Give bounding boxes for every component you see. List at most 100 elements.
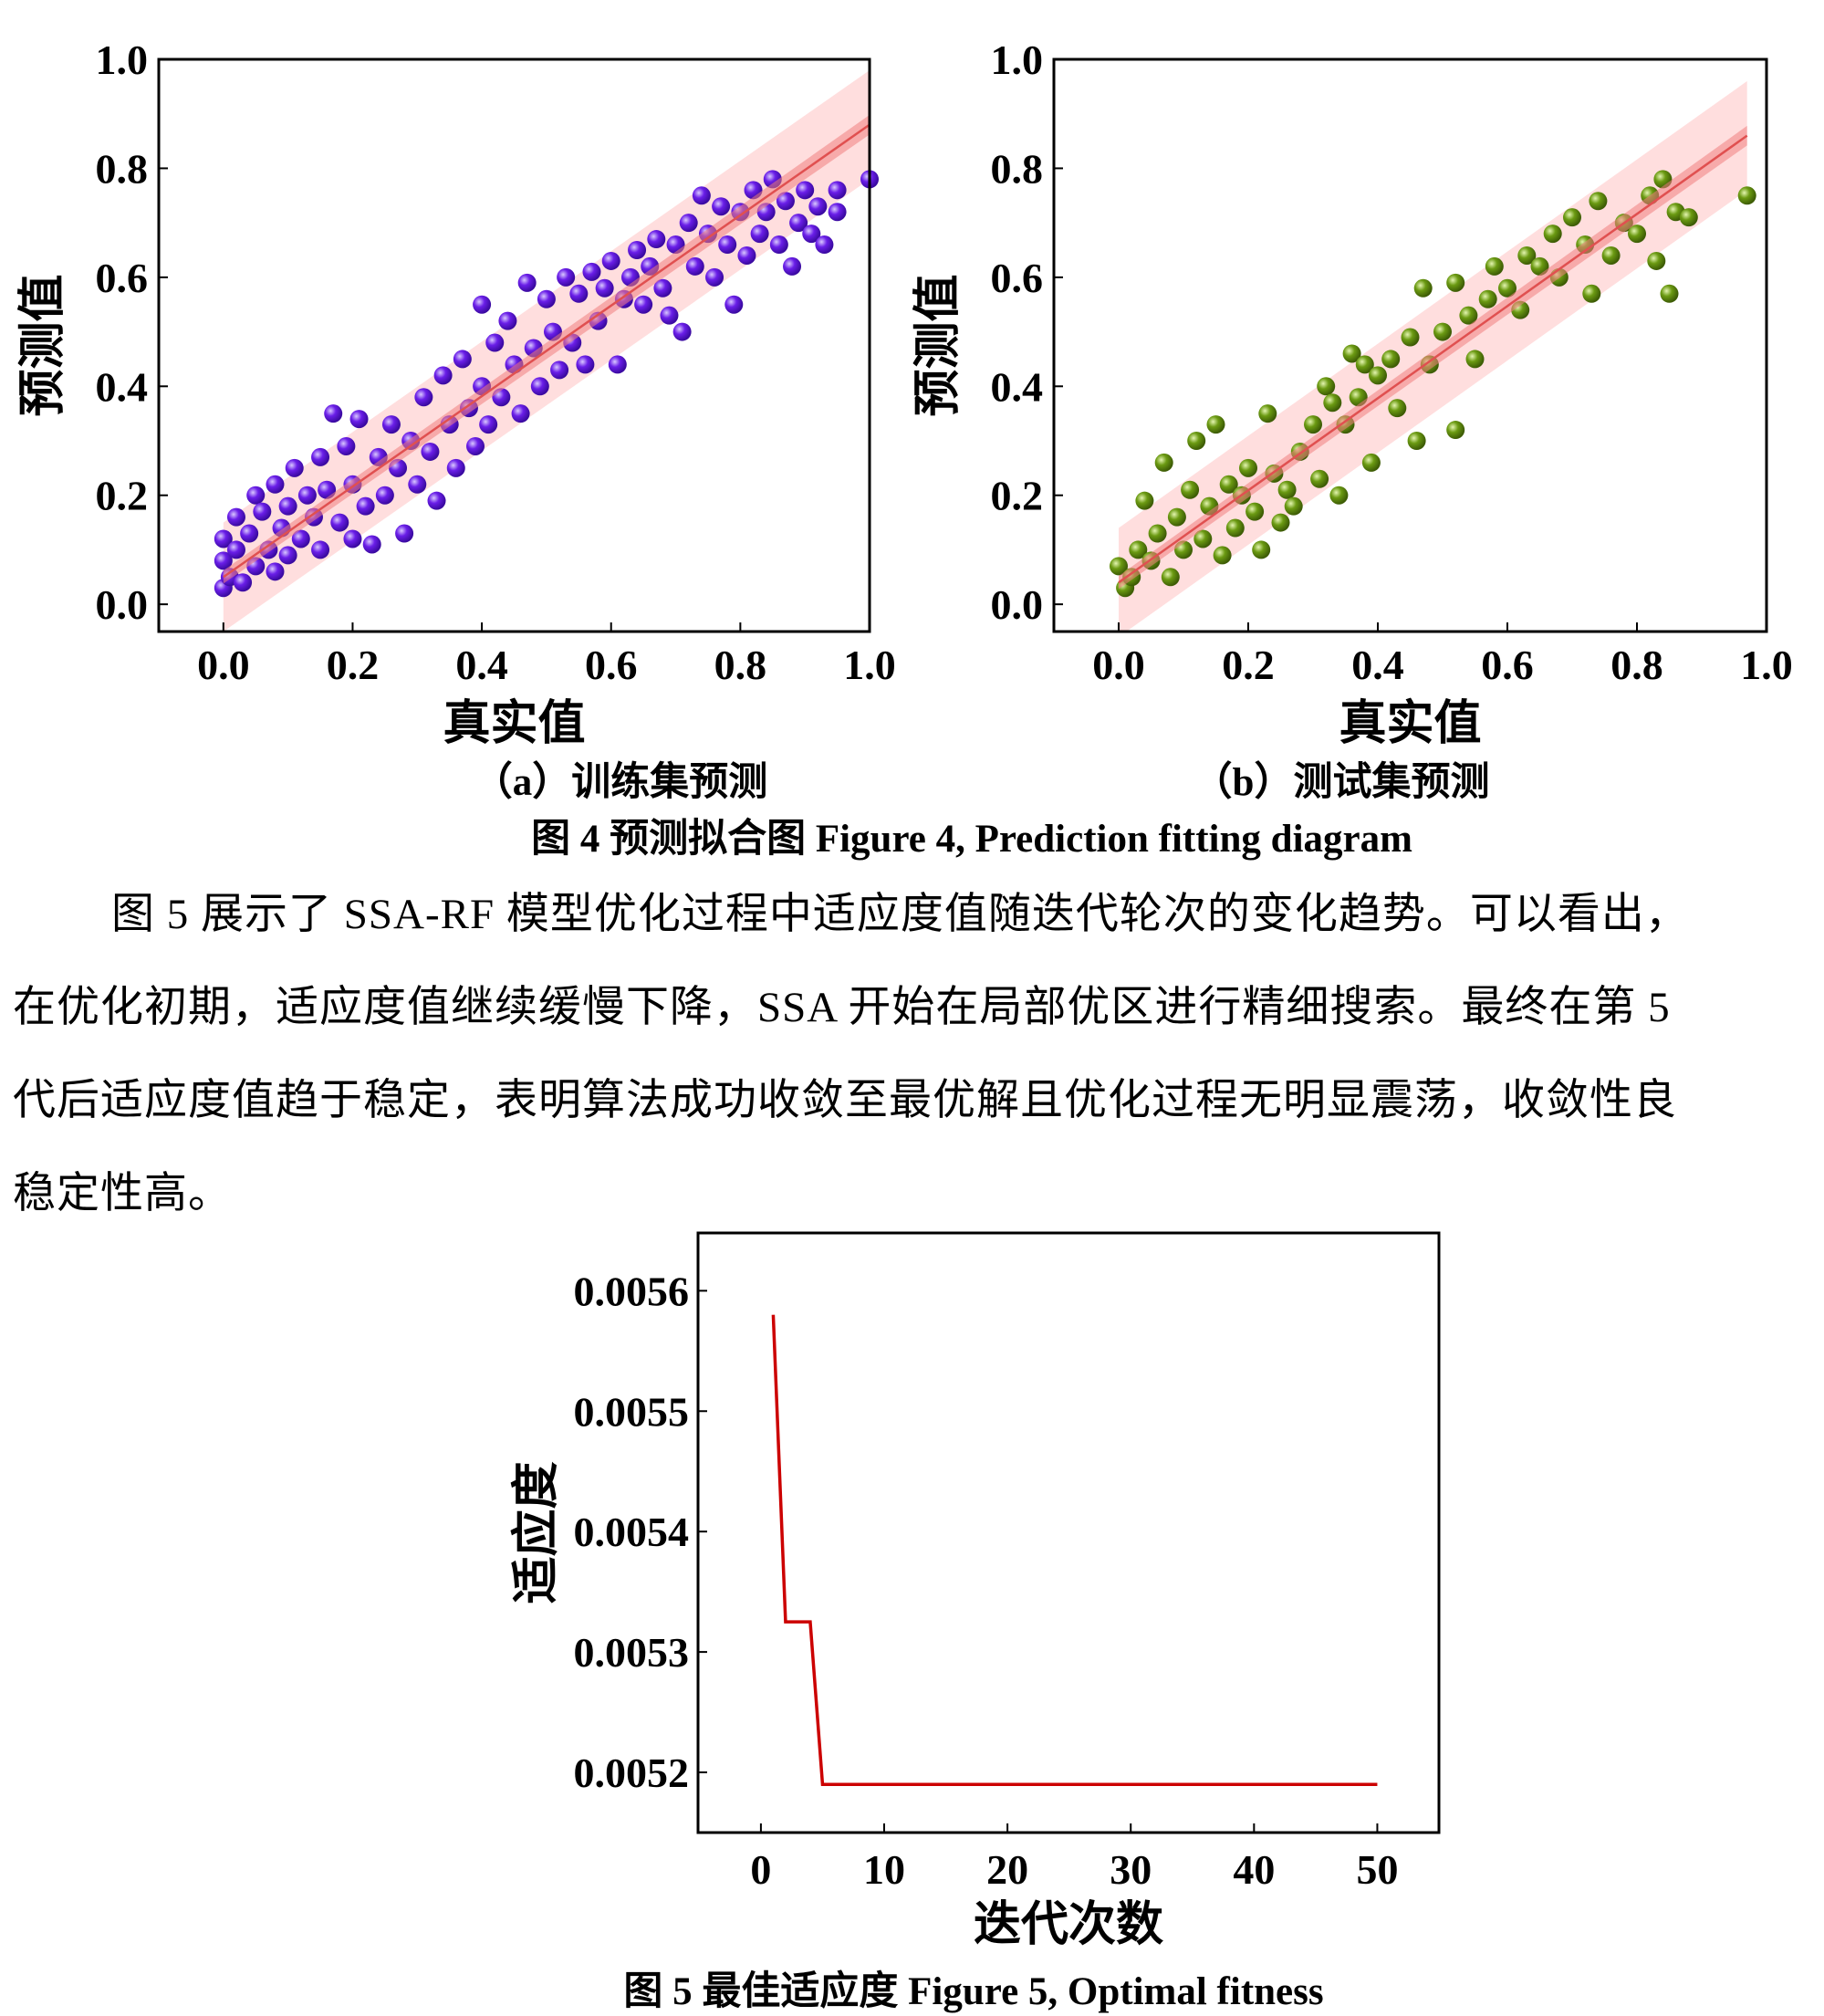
data-point: [427, 491, 446, 510]
data-point: [253, 502, 272, 521]
data-point: [1478, 289, 1497, 308]
data-point: [1465, 350, 1485, 369]
data-point: [1213, 546, 1232, 565]
figure5-caption: 图 5 最佳适应度 Figure 5, Optimal fitness: [623, 1970, 1324, 2013]
data-point: [705, 267, 724, 287]
y-axis-label: 预测值: [911, 274, 965, 416]
data-point: [679, 214, 698, 233]
y-tick-label: 0.6: [96, 255, 149, 301]
data-point: [311, 447, 330, 466]
confidence-band: [223, 114, 870, 584]
y-tick-label: 0.0: [96, 581, 149, 628]
data-point: [1135, 491, 1154, 510]
x-tick-label: 0.6: [585, 642, 638, 688]
x-tick-label: 0.0: [1092, 642, 1145, 688]
data-point: [828, 203, 847, 222]
data-point: [802, 225, 821, 244]
y-tick-label: 0.8: [991, 145, 1044, 192]
data-point: [285, 458, 304, 477]
data-point: [1246, 502, 1265, 521]
y-tick-label: 0.0052: [574, 1750, 690, 1796]
data-point: [582, 262, 601, 281]
y-tick-label: 1.0: [96, 37, 149, 83]
data-point: [375, 486, 394, 505]
y-tick-label: 0.0: [991, 581, 1044, 628]
x-tick-label: 0: [750, 1846, 771, 1893]
data-point: [1589, 192, 1608, 211]
data-point: [1181, 480, 1200, 499]
data-point: [1446, 273, 1465, 292]
paragraph-line-1: 图 5 展示了 SSA-RF 模型优化过程中适应度值随迭代轮次的变化趋势。可以看…: [111, 891, 1689, 938]
data-point: [1271, 513, 1290, 532]
data-point: [569, 284, 589, 303]
fit-line: [223, 123, 870, 579]
data-point: [266, 562, 285, 581]
data-point: [576, 355, 595, 374]
x-tick-label: 1.0: [1740, 642, 1793, 688]
y-tick-label: 0.0055: [574, 1388, 690, 1435]
data-point: [685, 256, 704, 276]
data-point: [660, 306, 679, 325]
paragraph-line-2: 在优化初期，适应度值继续缓慢下降，SSA 开始在局部优区进行精细搜索。最终在第 …: [13, 984, 1671, 1031]
data-point: [297, 486, 317, 505]
data-point: [1219, 475, 1238, 494]
data-point: [1485, 256, 1504, 276]
data-point: [1161, 568, 1180, 587]
subcaption-a: （a）训练集预测: [473, 761, 768, 804]
data-point: [1342, 344, 1361, 363]
x-tick-label: 50: [1356, 1846, 1398, 1893]
paragraph-line-3: 代后适应度值趋于稳定，表明算法成功收敛至最优解且优化过程无明显震荡，收敛性良: [13, 1077, 1677, 1124]
data-point: [214, 551, 233, 570]
data-point: [381, 415, 401, 434]
x-axis-label: 迭代次数: [974, 1897, 1163, 1952]
data-point: [479, 415, 498, 434]
data-point: [485, 333, 505, 352]
data-point: [414, 388, 433, 407]
data-point: [1413, 278, 1433, 298]
x-tick-label: 10: [863, 1846, 905, 1893]
data-point: [511, 404, 530, 423]
data-point: [240, 524, 259, 543]
data-point: [1679, 208, 1698, 227]
data-point: [1517, 245, 1537, 265]
data-point: [278, 546, 297, 565]
x-tick-label: 20: [986, 1846, 1028, 1893]
data-point: [769, 235, 788, 255]
data-point: [1167, 507, 1186, 527]
data-point: [466, 436, 485, 455]
data-point: [653, 278, 672, 298]
y-axis-label: 预测值: [16, 274, 70, 416]
y-tick-label: 0.2: [96, 473, 149, 519]
data-point: [395, 524, 414, 543]
x-tick-label: 0.8: [1610, 642, 1663, 688]
data-point: [647, 230, 666, 249]
data-point: [815, 235, 834, 255]
data-point: [453, 350, 472, 369]
data-point: [712, 197, 731, 216]
data-point: [1446, 421, 1465, 440]
plot-frame: [1052, 57, 1768, 633]
data-point: [446, 458, 465, 477]
data-point: [266, 475, 285, 494]
data-point: [1647, 251, 1666, 270]
data-point: [796, 181, 815, 200]
x-tick-label: 0.6: [1481, 642, 1534, 688]
confidence-band: [1119, 125, 1747, 590]
data-point: [601, 251, 620, 270]
y-tick-label: 0.0056: [574, 1268, 690, 1314]
data-point: [408, 475, 427, 494]
data-point: [1433, 322, 1452, 341]
data-point: [330, 513, 349, 532]
x-tick-label: 0.0: [197, 642, 250, 688]
data-point: [557, 267, 576, 287]
data-point: [1628, 225, 1646, 244]
x-tick-label: 0.2: [1222, 642, 1275, 688]
plot-frame: [696, 1231, 1441, 1834]
x-tick-label: 1.0: [843, 642, 896, 688]
data-point: [1543, 225, 1562, 244]
fitness-line: [771, 1314, 1378, 1786]
data-point: [776, 192, 795, 211]
data-point: [1530, 256, 1549, 276]
data-point: [550, 360, 569, 380]
